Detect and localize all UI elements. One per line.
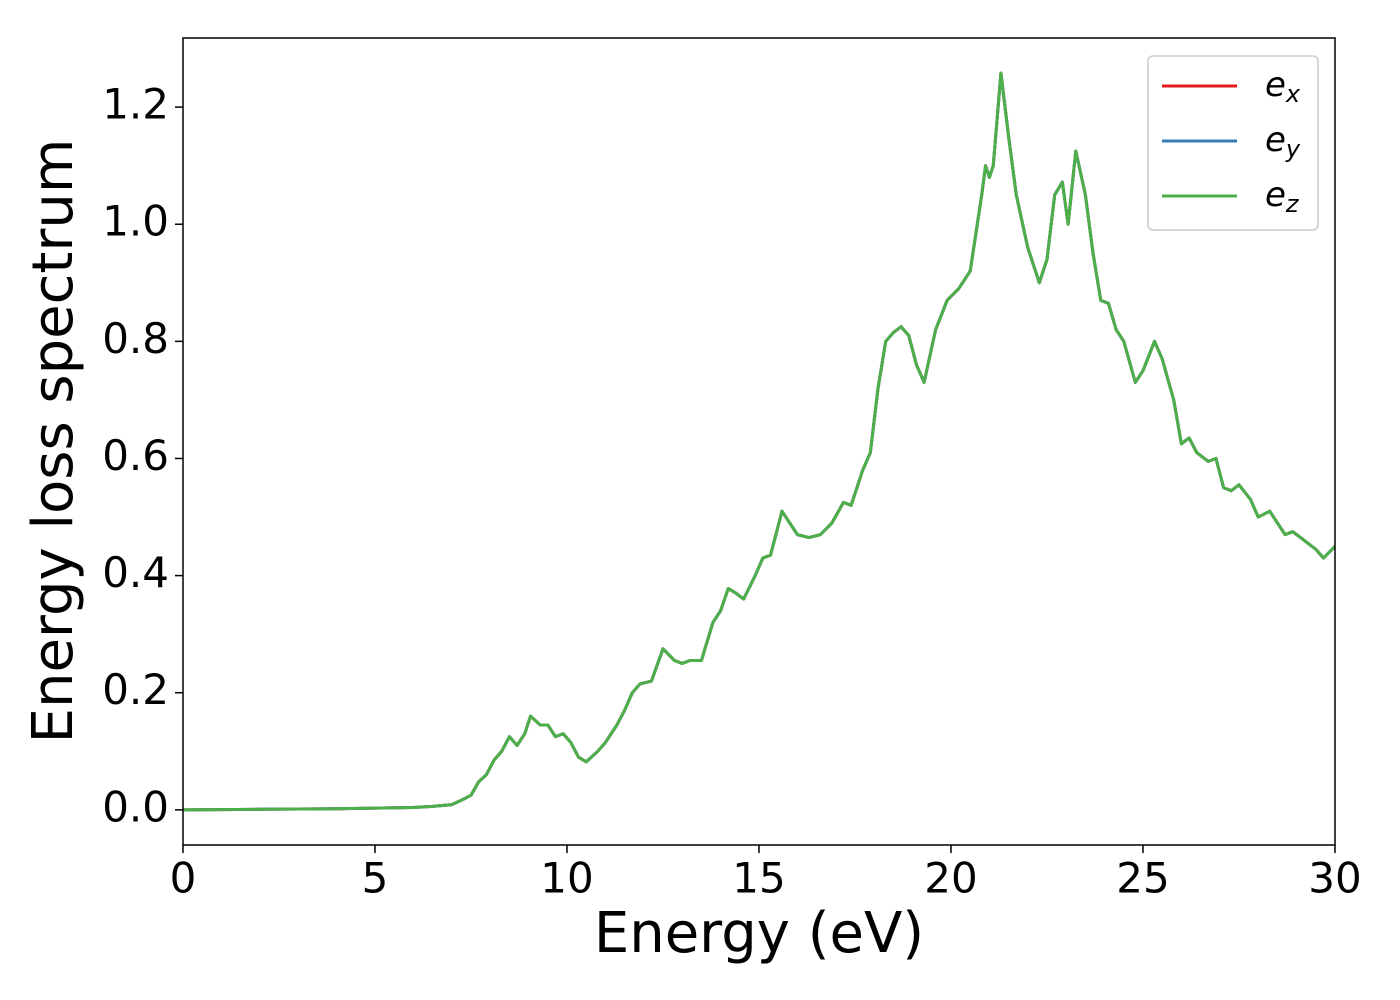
legend-label: ex [1265,65,1301,109]
y-tick-label: 1.2 [102,80,169,129]
x-tick-label: 30 [1308,854,1361,903]
legend-label: ez [1265,175,1300,219]
y-tick-label: 0.0 [102,782,169,831]
y-tick-label: 0.6 [102,431,169,480]
y-axis-label: Energy loss spectrum [21,139,86,744]
x-tick-label: 20 [924,854,977,903]
x-tick-label: 0 [170,854,197,903]
x-axis-label: Energy (eV) [594,901,924,966]
x-tick-label: 15 [732,854,785,903]
legend-box [1147,55,1319,231]
y-tick-label: 1.0 [102,197,169,246]
x-tick-label: 25 [1116,854,1169,903]
y-tick-label: 0.4 [102,548,169,597]
plot-frame [182,37,1336,846]
x-tick-label: 10 [540,854,593,903]
x-tick-label: 5 [362,854,389,903]
y-tick-label: 0.8 [102,314,169,363]
series-line [183,71,1335,812]
legend-label: ey [1265,120,1301,164]
y-tick-label: 0.2 [102,665,169,714]
